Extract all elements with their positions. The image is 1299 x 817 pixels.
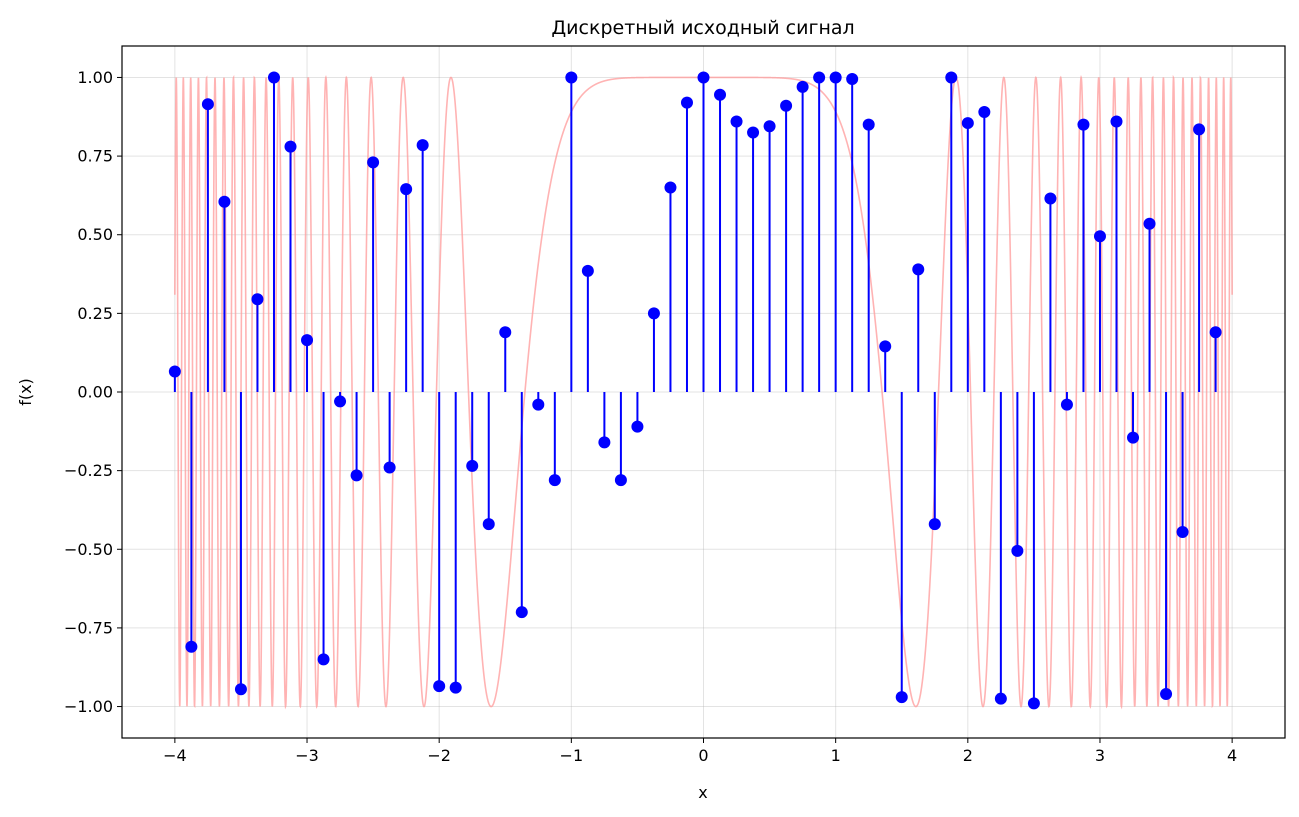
- sample-marker: [680, 96, 693, 109]
- y-axis-label: f(x): [16, 378, 35, 406]
- sample-marker: [383, 461, 396, 474]
- y-tick-label: −1.00: [64, 697, 113, 716]
- y-tick-label: 0.50: [77, 225, 113, 244]
- sample-marker: [1209, 326, 1222, 339]
- sample-marker: [796, 80, 809, 93]
- sample-marker: [598, 436, 611, 449]
- x-tick-label: −3: [295, 746, 319, 765]
- sample-marker: [1044, 192, 1057, 205]
- sample-marker: [185, 640, 198, 653]
- sample-marker: [614, 474, 627, 487]
- sample-marker: [1193, 123, 1206, 136]
- x-tick-label: 3: [1095, 746, 1105, 765]
- sample-marker: [1176, 525, 1189, 538]
- sample-marker: [879, 340, 892, 353]
- sample-marker: [234, 683, 247, 696]
- sample-marker: [664, 181, 677, 194]
- sample-marker: [1093, 230, 1106, 243]
- sample-marker: [317, 653, 330, 666]
- sample-marker: [267, 71, 280, 84]
- sample-marker: [928, 518, 941, 531]
- sample-marker: [895, 691, 908, 704]
- plot-area: [168, 71, 1233, 710]
- sample-marker: [945, 71, 958, 84]
- sample-marker: [697, 71, 710, 84]
- sample-marker: [1110, 115, 1123, 128]
- sample-marker: [1027, 697, 1040, 710]
- sample-marker: [1160, 687, 1173, 700]
- sample-marker: [565, 71, 578, 84]
- sample-marker: [961, 117, 974, 130]
- sample-marker: [284, 140, 297, 153]
- sample-marker: [829, 71, 842, 84]
- x-tick-label: 2: [963, 746, 973, 765]
- sample-marker: [532, 398, 545, 411]
- y-tick-label: −0.50: [64, 540, 113, 559]
- sample-marker: [763, 120, 776, 133]
- y-tick-label: 0.25: [77, 304, 113, 323]
- chart-title: Дискретный исходный сигнал: [551, 17, 854, 39]
- sample-marker: [466, 459, 479, 472]
- sample-marker: [714, 88, 727, 101]
- x-tick-label: −2: [427, 746, 451, 765]
- y-tick-label: 1.00: [77, 68, 113, 87]
- sample-marker: [301, 334, 314, 347]
- sample-marker: [813, 71, 826, 84]
- sample-marker: [747, 126, 760, 139]
- sample-marker: [251, 293, 264, 306]
- y-axis: −1.00 −0.75 −0.50 −0.25 0.00 0.25 0.50 0.75 1.00: [64, 68, 122, 716]
- sample-marker: [862, 118, 875, 131]
- x-axis: −4 −3 −2 −1 0 1 2 3 4: [163, 738, 1237, 765]
- sample-marker: [978, 106, 991, 119]
- sample-marker: [499, 326, 512, 339]
- sample-marker: [482, 518, 495, 531]
- sample-marker: [1060, 398, 1073, 411]
- sample-marker: [730, 115, 743, 128]
- x-tick-label: 4: [1227, 746, 1237, 765]
- sample-marker: [433, 680, 446, 693]
- sample-marker: [515, 606, 528, 619]
- sample-marker: [647, 307, 660, 320]
- x-tick-label: −1: [560, 746, 584, 765]
- sample-marker: [994, 692, 1007, 705]
- x-axis-label: x: [698, 783, 707, 802]
- sample-marker: [350, 469, 363, 482]
- sample-marker: [631, 420, 644, 433]
- sample-marker: [416, 139, 429, 152]
- sample-marker: [449, 681, 462, 694]
- y-tick-label: 0.00: [77, 383, 113, 402]
- sample-marker: [218, 195, 231, 208]
- sample-marker: [1143, 217, 1156, 230]
- y-tick-label: −0.25: [64, 461, 113, 480]
- x-tick-label: 0: [698, 746, 708, 765]
- sample-marker: [548, 474, 561, 487]
- sample-marker: [846, 73, 859, 86]
- y-tick-label: −0.75: [64, 618, 113, 637]
- sample-marker: [168, 365, 181, 378]
- sample-marker: [1127, 431, 1140, 444]
- x-tick-label: −4: [163, 746, 187, 765]
- sample-marker: [581, 264, 594, 277]
- sample-marker: [400, 183, 413, 196]
- sample-marker: [1077, 118, 1090, 131]
- sample-marker: [912, 263, 925, 276]
- sample-marker: [334, 395, 347, 408]
- sample-marker: [367, 156, 380, 169]
- sample-marker: [780, 99, 793, 112]
- sample-marker: [1011, 544, 1024, 557]
- y-tick-label: 0.75: [77, 147, 113, 166]
- sample-marker: [201, 98, 214, 111]
- x-tick-label: 1: [831, 746, 841, 765]
